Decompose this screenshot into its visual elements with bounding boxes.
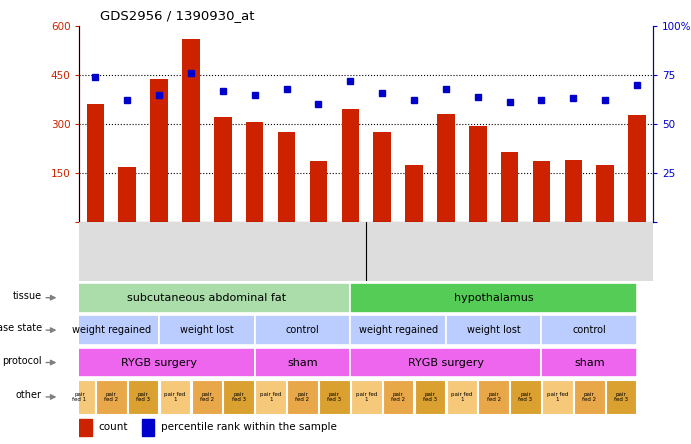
Text: pair
fed 3: pair fed 3 xyxy=(328,392,341,402)
Bar xyxy=(606,380,636,414)
Bar xyxy=(542,348,637,377)
Text: GDS2956 / 1390930_at: GDS2956 / 1390930_at xyxy=(100,9,255,22)
Text: pair
fed 2: pair fed 2 xyxy=(200,392,214,402)
Text: count: count xyxy=(99,422,129,432)
Text: weight lost: weight lost xyxy=(467,325,520,335)
Bar xyxy=(159,315,255,345)
Bar xyxy=(64,348,255,377)
Bar xyxy=(565,160,582,222)
Bar xyxy=(151,79,168,222)
Bar xyxy=(478,380,509,414)
Bar xyxy=(256,380,286,414)
Bar xyxy=(446,380,477,414)
Bar xyxy=(350,348,542,377)
Text: weight lost: weight lost xyxy=(180,325,234,335)
Bar xyxy=(542,380,573,414)
Bar xyxy=(287,380,318,414)
Bar xyxy=(446,315,542,345)
Text: pair
fed 2: pair fed 2 xyxy=(104,392,118,402)
Text: pair
fed 2: pair fed 2 xyxy=(296,392,310,402)
Text: pair
fed 2: pair fed 2 xyxy=(486,392,501,402)
Text: subcutaneous abdominal fat: subcutaneous abdominal fat xyxy=(127,293,287,303)
Text: other: other xyxy=(16,390,42,400)
Bar xyxy=(160,380,190,414)
Text: RYGB surgery: RYGB surgery xyxy=(121,357,197,368)
Bar xyxy=(574,380,605,414)
Text: pair fed
1: pair fed 1 xyxy=(164,392,186,402)
Bar xyxy=(319,380,350,414)
Text: pair
fed 2: pair fed 2 xyxy=(583,392,596,402)
Bar xyxy=(437,114,455,222)
Bar xyxy=(214,117,231,222)
Text: pair fed
1: pair fed 1 xyxy=(547,392,568,402)
Text: sham: sham xyxy=(574,357,605,368)
Bar xyxy=(542,315,637,345)
Bar xyxy=(223,380,254,414)
Bar xyxy=(310,161,328,222)
Text: pair
fed 3: pair fed 3 xyxy=(518,392,533,402)
Bar xyxy=(469,126,486,222)
Bar xyxy=(341,109,359,222)
Text: weight regained: weight regained xyxy=(359,325,437,335)
Bar xyxy=(278,132,295,222)
Bar xyxy=(373,132,391,222)
Text: pair
fed 1: pair fed 1 xyxy=(73,392,86,402)
Text: disease state: disease state xyxy=(0,324,42,333)
Text: hypothalamus: hypothalamus xyxy=(454,293,533,303)
Text: pair
fed 3: pair fed 3 xyxy=(423,392,437,402)
Bar xyxy=(415,380,445,414)
Text: percentile rank within the sample: percentile rank within the sample xyxy=(161,422,337,432)
Text: protocol: protocol xyxy=(2,356,42,366)
Bar xyxy=(118,167,136,222)
Bar xyxy=(128,380,158,414)
Bar xyxy=(405,165,423,222)
Text: weight regained: weight regained xyxy=(72,325,151,335)
Text: control: control xyxy=(285,325,319,335)
Bar xyxy=(350,283,637,313)
Bar xyxy=(191,380,223,414)
Bar xyxy=(351,380,381,414)
Bar xyxy=(96,380,126,414)
Bar xyxy=(86,104,104,222)
Bar xyxy=(383,380,413,414)
Bar xyxy=(64,315,159,345)
Text: control: control xyxy=(572,325,606,335)
Bar xyxy=(510,380,541,414)
Text: tissue: tissue xyxy=(12,291,42,301)
Bar xyxy=(246,122,263,222)
Text: RYGB surgery: RYGB surgery xyxy=(408,357,484,368)
Text: sham: sham xyxy=(287,357,318,368)
Text: pair fed
1: pair fed 1 xyxy=(260,392,281,402)
Bar xyxy=(255,348,350,377)
Text: pair
fed 3: pair fed 3 xyxy=(614,392,628,402)
Bar xyxy=(79,419,92,436)
Bar xyxy=(255,315,350,345)
Bar xyxy=(628,115,646,222)
Text: pair
fed 3: pair fed 3 xyxy=(231,392,246,402)
Bar xyxy=(501,151,518,222)
Bar xyxy=(533,161,550,222)
Bar xyxy=(350,315,446,345)
Text: pair fed
1: pair fed 1 xyxy=(451,392,473,402)
Bar xyxy=(596,165,614,222)
Text: pair
fed 2: pair fed 2 xyxy=(391,392,405,402)
Bar xyxy=(64,380,95,414)
Text: pair fed
1: pair fed 1 xyxy=(356,392,377,402)
Bar xyxy=(142,419,154,436)
Bar xyxy=(182,39,200,222)
Text: pair
fed 3: pair fed 3 xyxy=(136,392,150,402)
Bar xyxy=(64,283,350,313)
